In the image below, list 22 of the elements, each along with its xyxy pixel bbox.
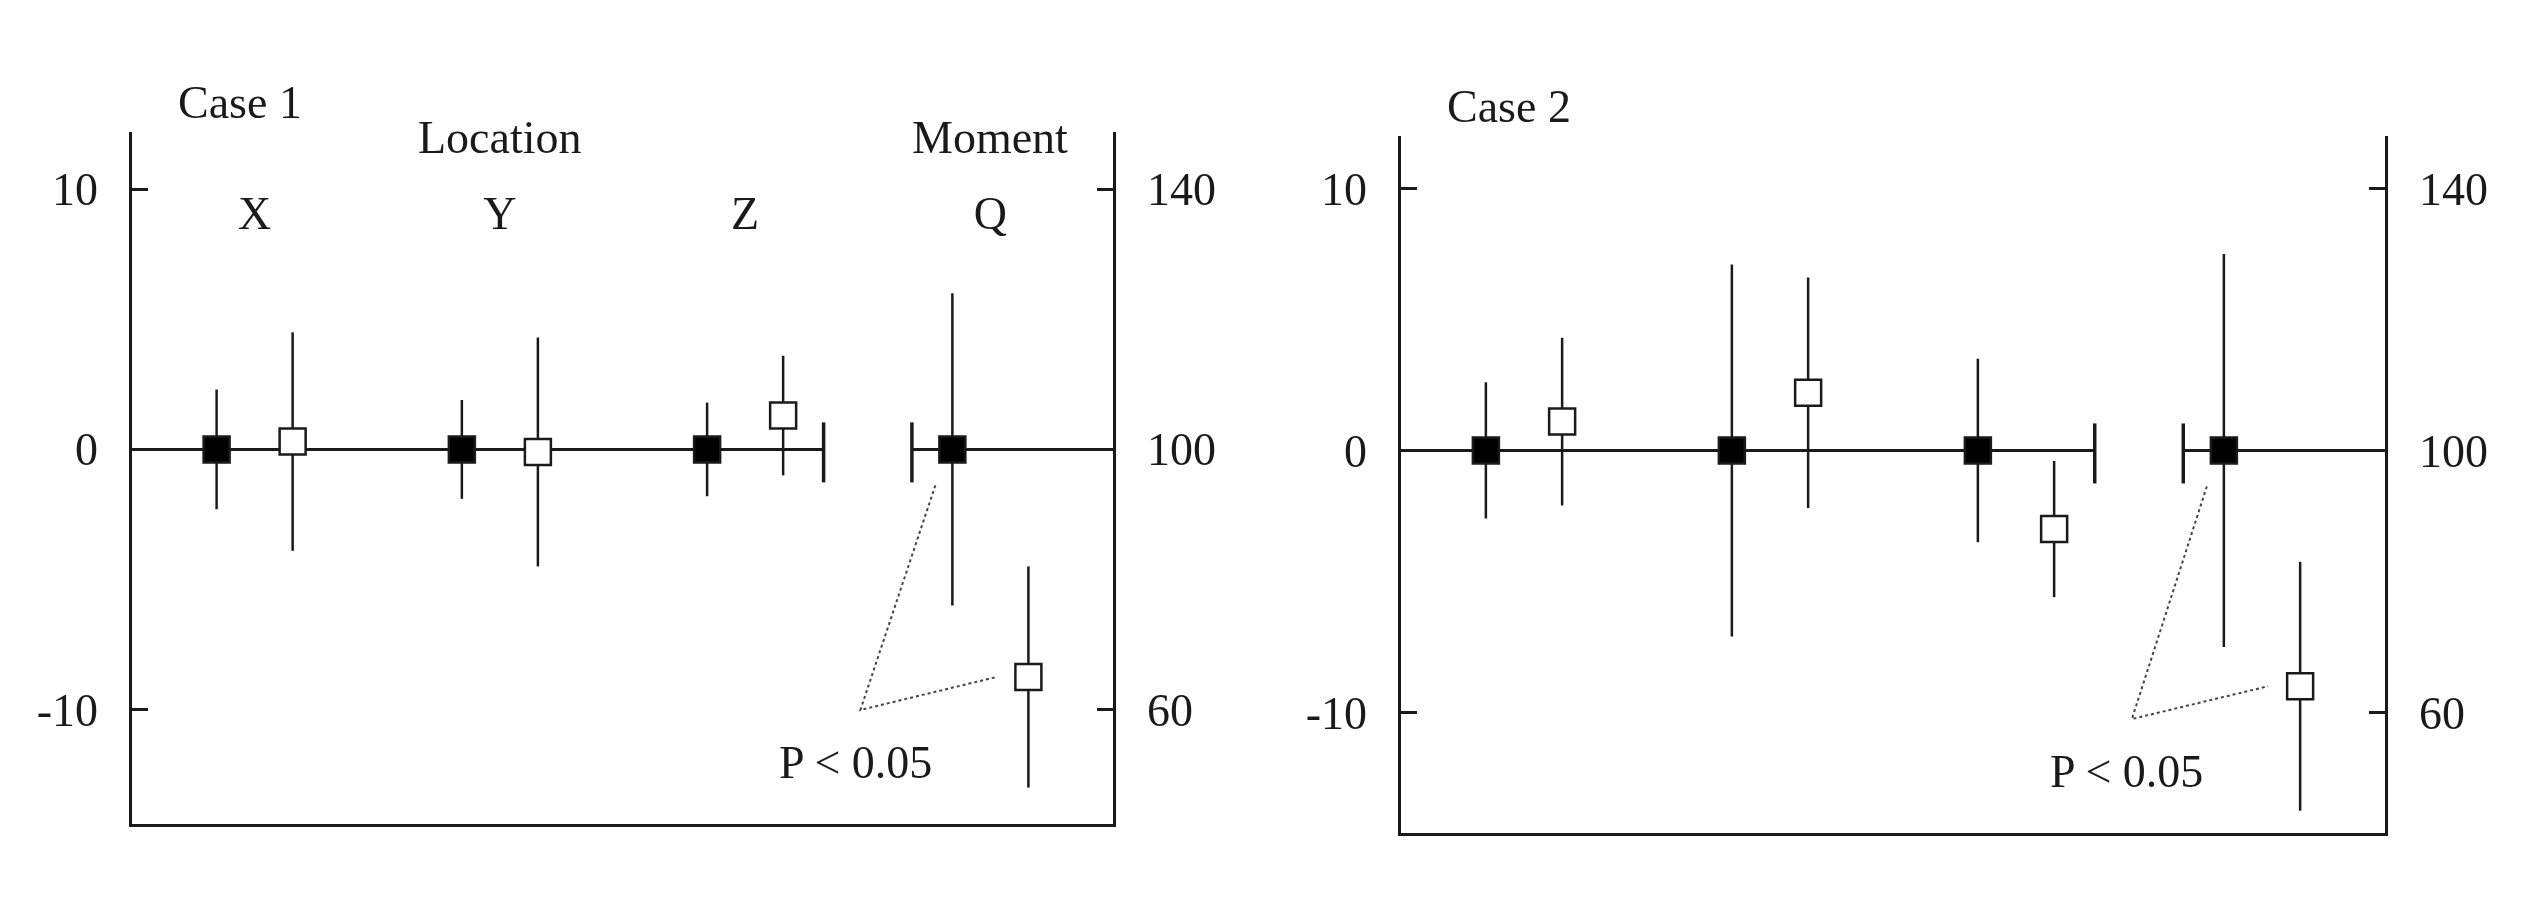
- y-tick-label: 10: [1321, 163, 1368, 215]
- annotation: Moment: [912, 112, 1069, 163]
- chart-title: Case 1: [178, 77, 302, 128]
- annotation: P < 0.05: [779, 737, 933, 788]
- y-tick-label: 0: [75, 424, 99, 476]
- x-tick-label: X: [238, 187, 272, 239]
- x-tick-label: Q: [973, 187, 1007, 239]
- y2-tick-label: 60: [1146, 684, 1193, 736]
- x-tick-label: Z: [731, 187, 760, 239]
- annotation: Location: [418, 112, 582, 163]
- annotation: P < 0.05: [2050, 746, 2204, 797]
- y-tick-label: 10: [52, 164, 99, 216]
- y2-tick-label: 140: [2418, 163, 2488, 215]
- y-tick-label: -10: [36, 684, 99, 736]
- y2-tick-label: 100: [1146, 424, 1216, 476]
- y2-tick-label: 60: [2418, 687, 2465, 739]
- y-tick-label: -10: [1305, 687, 1368, 739]
- x-tick-label: Y: [483, 187, 517, 239]
- y2-tick-label: 140: [1146, 164, 1216, 216]
- chart-title: Case 2: [1447, 81, 1571, 132]
- y-tick-label: 0: [1344, 425, 1368, 477]
- y2-tick-label: 100: [2418, 425, 2488, 477]
